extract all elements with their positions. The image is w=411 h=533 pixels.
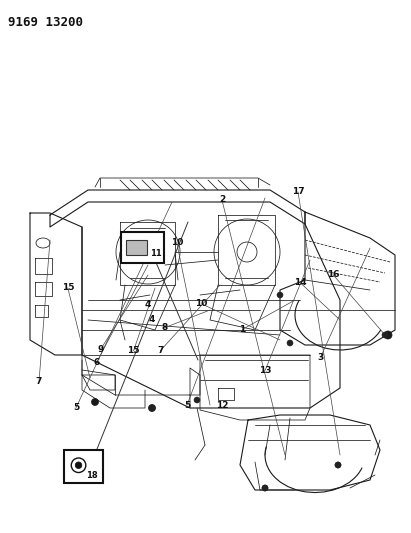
Text: 15: 15 [62,284,74,292]
Text: 10: 10 [195,300,208,308]
Text: 1: 1 [239,325,246,334]
Text: 8: 8 [161,324,168,332]
Text: 4: 4 [149,316,155,324]
Text: 9169 13200: 9169 13200 [8,16,83,29]
Text: 15: 15 [127,346,140,355]
Text: 17: 17 [292,188,304,196]
Circle shape [384,331,392,339]
Text: 2: 2 [219,196,225,204]
Text: 14: 14 [294,278,306,287]
Text: 10: 10 [171,238,183,247]
Circle shape [335,462,341,468]
Circle shape [92,399,99,406]
Text: 12: 12 [216,401,228,409]
Circle shape [287,340,293,346]
Circle shape [194,397,200,403]
Text: 4: 4 [145,301,151,309]
Circle shape [262,485,268,491]
Text: 5: 5 [184,401,190,409]
Circle shape [277,292,283,298]
Text: 16: 16 [327,270,339,279]
Circle shape [335,462,341,468]
Text: 3: 3 [317,353,324,361]
Circle shape [382,332,388,338]
FancyBboxPatch shape [126,239,147,255]
Text: 5: 5 [73,403,79,412]
Text: 18: 18 [86,471,98,480]
Text: 7: 7 [157,346,164,355]
Text: 13: 13 [259,366,271,375]
Text: 7: 7 [36,377,42,385]
Circle shape [148,405,155,411]
FancyBboxPatch shape [121,232,164,263]
Text: 6: 6 [93,358,100,367]
Circle shape [262,485,268,491]
Text: 11: 11 [150,249,162,258]
Circle shape [75,462,82,469]
Circle shape [149,405,155,411]
Text: 9: 9 [97,345,104,353]
FancyBboxPatch shape [64,450,103,483]
